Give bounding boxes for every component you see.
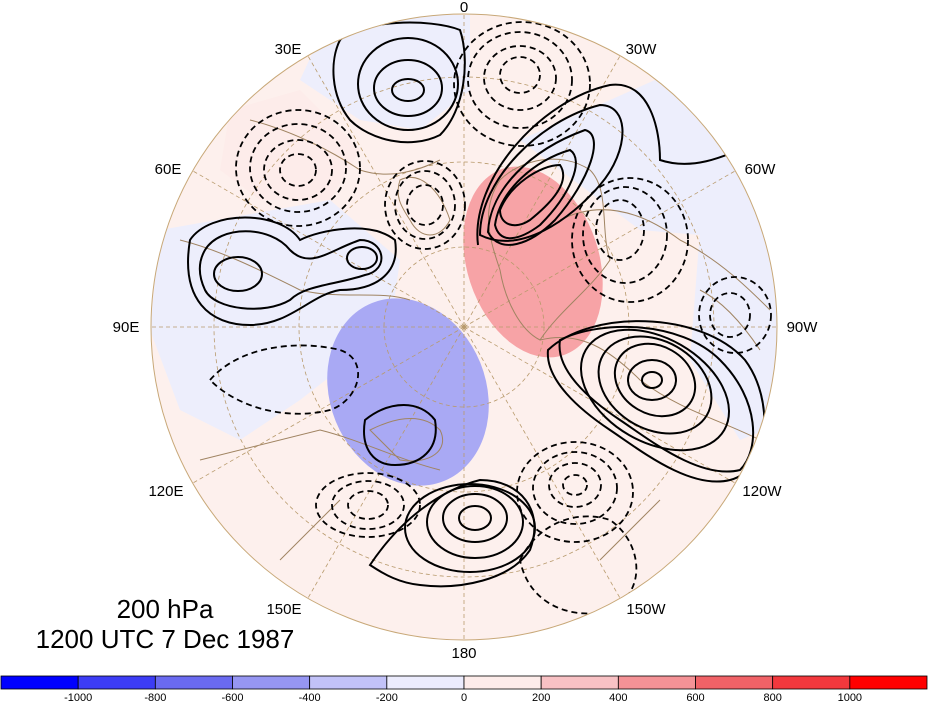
weak-positive-region — [220, 90, 360, 200]
lon-label-90w: 90W — [787, 319, 819, 336]
north-pole-marker — [459, 322, 469, 332]
colorbar-box — [463, 675, 542, 690]
longitude-labels: 0 30W 60W 90W 120W 150W 180 150E 120E 90… — [113, 0, 819, 662]
lon-label-30e: 30E — [275, 41, 302, 58]
colorbar-box — [386, 675, 465, 690]
colorbar-box — [154, 675, 233, 690]
colorbar-box — [77, 675, 156, 690]
lon-label-150w: 150W — [626, 601, 666, 618]
valid-time-caption: 1200 UTC 7 Dec 1987 — [35, 624, 295, 654]
colorbar-box — [309, 675, 388, 690]
lon-label-30w: 30W — [626, 41, 658, 58]
colorbar-box — [772, 675, 851, 690]
polar-map: 0 30W 60W 90W 120W 150W 180 150E 120E 90… — [113, 0, 819, 662]
colorbar-label: 400 — [609, 692, 627, 702]
colorbar-label: 200 — [532, 692, 550, 702]
colorbar-box — [540, 675, 619, 690]
colorbar-box — [0, 675, 79, 690]
lon-label-60e: 60E — [155, 161, 182, 178]
colorbar-box — [617, 675, 696, 690]
lon-label-0: 0 — [460, 0, 468, 16]
lon-label-150e: 150E — [266, 601, 301, 618]
colorbar-label: 1000 — [838, 692, 862, 702]
colorbar-label: 600 — [686, 692, 704, 702]
negative-anomaly-region — [327, 298, 489, 486]
lon-label-120w: 120W — [742, 483, 782, 500]
colorbar-box — [849, 675, 928, 690]
colorbar-label: 0 — [461, 692, 467, 702]
colorbar-label: -800 — [144, 692, 166, 702]
negative-contours — [208, 21, 772, 615]
lon-label-120e: 120E — [148, 483, 183, 500]
colorbar-box — [232, 675, 311, 690]
weak-negative-region — [300, 15, 470, 130]
colorbar-labels: -1000 -800 -600 -400 -200 0 200 400 600 800 1000 — [64, 692, 862, 702]
colorbar-label: -1000 — [64, 692, 92, 702]
lon-label-60w: 60W — [745, 161, 777, 178]
lon-label-90e: 90E — [113, 319, 140, 336]
colorbar-label: -200 — [376, 692, 398, 702]
colorbar-label: -400 — [299, 692, 321, 702]
colorbar-boxes — [0, 675, 928, 690]
colorbar-box — [695, 675, 774, 690]
colorbar-label: 800 — [763, 692, 781, 702]
coastlines — [179, 119, 771, 561]
lon-label-180: 180 — [451, 645, 476, 662]
colorbar-label: -600 — [221, 692, 243, 702]
colorbar: -1000 -800 -600 -400 -200 0 200 400 600 800 1000 — [0, 675, 928, 702]
pressure-level-caption: 200 hPa — [116, 594, 214, 624]
map-border — [150, 13, 778, 641]
map-disk — [151, 14, 777, 640]
